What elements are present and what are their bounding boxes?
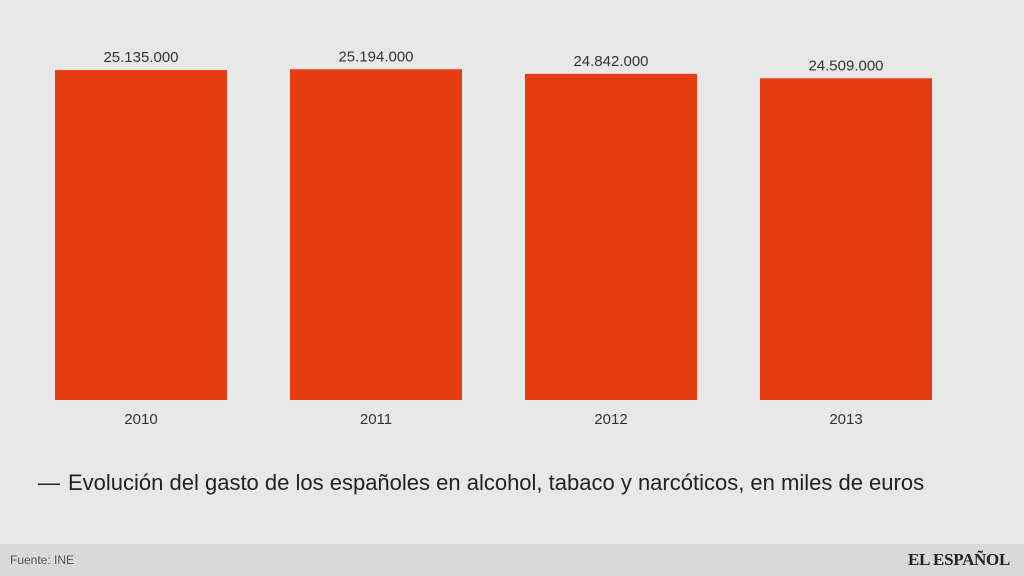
bar-2012 — [525, 73, 697, 401]
value-label-2011: 25.194.000 — [338, 48, 413, 65]
bar-2011 — [290, 69, 462, 401]
value-label-2010: 25.135.000 — [103, 49, 178, 66]
bar-2013 — [760, 78, 932, 401]
bar-chart: 25.135.000 2010 25.194.000 2011 24.842.000 20… — [55, 48, 932, 428]
value-label-2013: 24.509.000 — [808, 57, 883, 74]
category-label-2013: 2013 — [829, 411, 862, 428]
value-label-2012: 24.842.000 — [573, 53, 648, 70]
source-note: Fuente: INE — [10, 553, 75, 567]
category-label-2011: 2011 — [360, 411, 392, 428]
category-label-2012: 2012 — [594, 411, 627, 428]
chart-title: — Evolución del gasto de los españoles en… — [38, 470, 925, 495]
brand-logo: EL ESPAÑOL — [907, 550, 1010, 569]
chart-title-text: Evolución del gasto de los españoles en … — [68, 470, 925, 495]
bar-2010 — [55, 70, 227, 400]
category-label-2010: 2010 — [124, 411, 157, 428]
footer-bar: Fuente: INE EL ESPAÑOL — [0, 544, 1024, 576]
